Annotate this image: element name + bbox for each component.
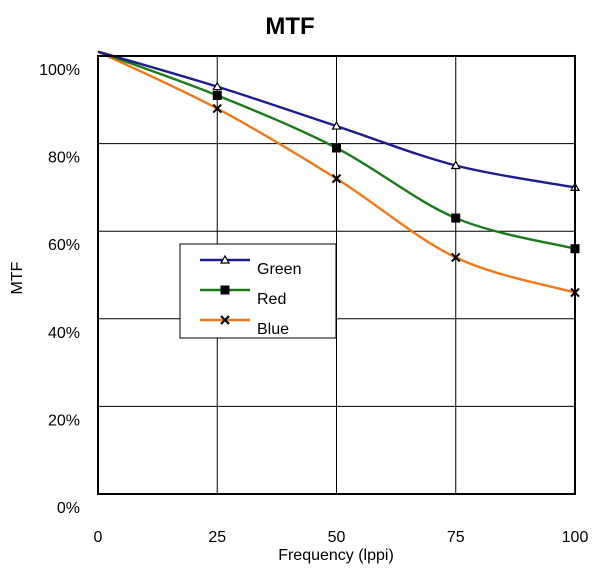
y-tick-label: 60% [48,237,80,254]
x-axis-label: Frequency (lppi) [278,547,394,564]
legend-label: Blue [257,321,289,338]
y-tick-label: 20% [48,412,80,429]
data-point-red [332,143,341,152]
legend-label: Green [257,261,301,278]
legend: Green Red Blue [180,244,336,338]
x-tick-label: 0 [94,529,103,546]
x-tick-label: 75 [447,529,465,546]
y-axis-label: MTF [9,261,26,294]
data-point-red [213,91,222,100]
chart-title: MTF [265,13,314,40]
legend-label: Red [257,291,286,308]
y-tick-label: 40% [48,325,80,342]
data-point-red [451,214,460,223]
y-tick-label: 100% [39,62,80,79]
x-tick-label: 50 [328,529,346,546]
data-point-red [221,286,230,295]
x-tick-label: 100 [562,529,589,546]
y-tick-label: 0% [57,500,80,517]
x-tick-label: 25 [208,529,226,546]
y-tick-label: 80% [48,150,80,167]
